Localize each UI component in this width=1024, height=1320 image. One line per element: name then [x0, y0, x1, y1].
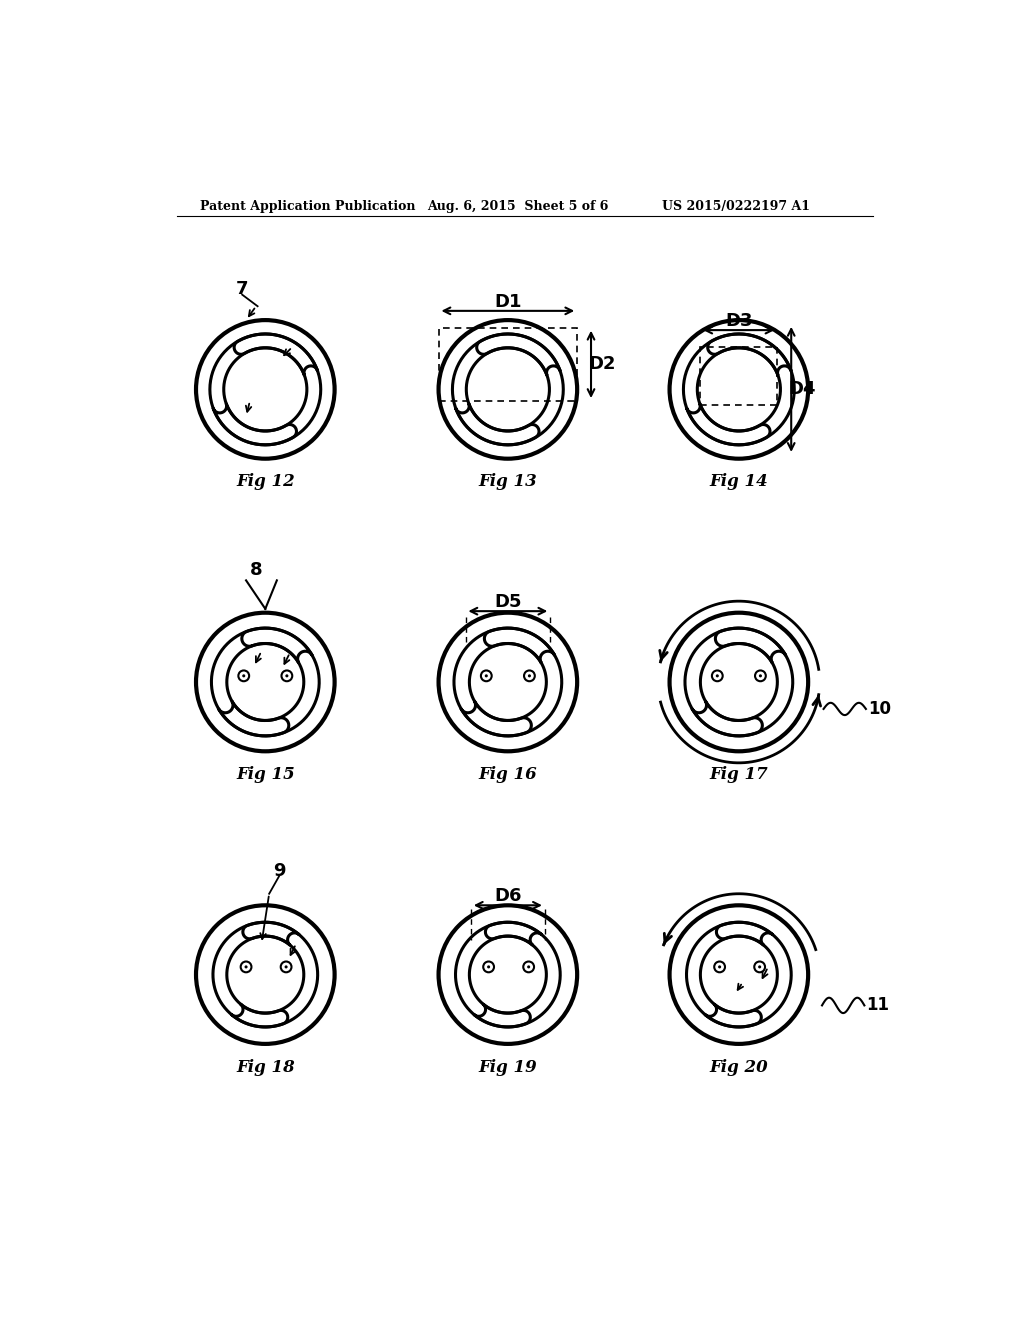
Circle shape	[286, 675, 289, 677]
Bar	[438, 327, 578, 401]
Circle shape	[243, 675, 246, 677]
Circle shape	[718, 965, 721, 969]
Text: D3: D3	[725, 312, 753, 330]
Text: Fig 13: Fig 13	[478, 474, 538, 490]
Text: 8: 8	[250, 561, 262, 579]
Circle shape	[245, 965, 248, 969]
Circle shape	[759, 675, 762, 677]
Circle shape	[484, 675, 487, 677]
Circle shape	[285, 965, 288, 969]
Text: 10: 10	[868, 700, 891, 718]
Text: D6: D6	[495, 887, 521, 906]
Text: Fig 17: Fig 17	[710, 766, 768, 783]
Circle shape	[528, 675, 531, 677]
Text: Fig 20: Fig 20	[710, 1059, 768, 1076]
Text: Patent Application Publication: Patent Application Publication	[200, 199, 416, 213]
Text: Fig 12: Fig 12	[236, 474, 295, 490]
Circle shape	[527, 965, 530, 969]
Text: D1: D1	[495, 293, 521, 310]
Text: D5: D5	[495, 593, 521, 611]
Bar	[700, 347, 777, 405]
Text: 9: 9	[273, 862, 286, 879]
Text: Fig 14: Fig 14	[710, 474, 768, 490]
Text: Aug. 6, 2015  Sheet 5 of 6: Aug. 6, 2015 Sheet 5 of 6	[427, 199, 608, 213]
Text: Fig 15: Fig 15	[236, 766, 295, 783]
Circle shape	[758, 965, 761, 969]
Text: Fig 16: Fig 16	[478, 766, 538, 783]
Circle shape	[716, 675, 719, 677]
Text: Fig 19: Fig 19	[478, 1059, 538, 1076]
Text: 7: 7	[237, 280, 249, 298]
Text: 11: 11	[866, 997, 889, 1014]
Circle shape	[487, 965, 490, 969]
Text: D4: D4	[788, 380, 816, 399]
Text: US 2015/0222197 A1: US 2015/0222197 A1	[662, 199, 810, 213]
Text: Fig 18: Fig 18	[236, 1059, 295, 1076]
Text: D2: D2	[588, 355, 615, 374]
